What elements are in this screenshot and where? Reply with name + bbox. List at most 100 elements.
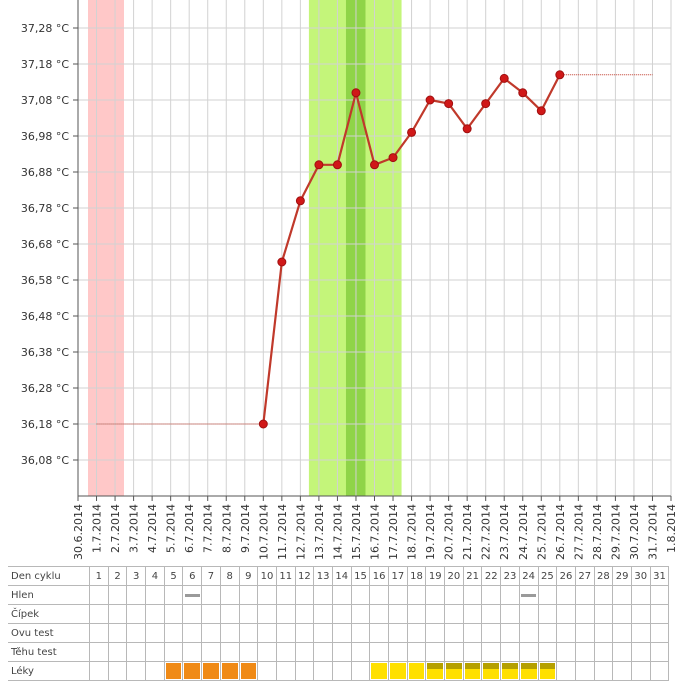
x-tick-label: 25.7.2014 (535, 504, 548, 560)
data-point (332, 160, 342, 170)
cycle-cell (219, 585, 240, 605)
cycle-cell (593, 661, 614, 681)
cycle-cell (612, 623, 632, 643)
cycle-row-label: Čípek (8, 604, 90, 624)
cycle-cell (350, 661, 371, 681)
cycle-cell (556, 623, 576, 643)
cycle-cell (649, 623, 670, 643)
cycle-cell (275, 604, 296, 624)
cycle-cell (444, 585, 464, 605)
x-tick-label: 1.8.2014 (665, 504, 678, 553)
cycle-cell (406, 585, 427, 605)
cycle-cell (201, 661, 221, 681)
cycle-cell (182, 661, 203, 681)
cycle-cell (107, 623, 128, 643)
y-tick-label: 37,28 °C (21, 22, 69, 35)
cycle-cell (107, 585, 128, 605)
x-tick-label: 12.7.2014 (294, 504, 307, 560)
cycle-cell: 13 (313, 566, 333, 586)
cycle-cell (89, 661, 109, 681)
cycle-cell (313, 661, 333, 681)
cycle-cell: 2 (107, 566, 128, 586)
cycle-cell (294, 604, 315, 624)
cycle-cell (369, 623, 389, 643)
cycle-cell: 8 (219, 566, 240, 586)
cycle-cell (219, 604, 240, 624)
y-tick-label: 37,18 °C (21, 58, 69, 71)
cycle-cell (388, 623, 408, 643)
data-point (314, 160, 324, 170)
cycle-row-label: Ovu test (8, 623, 90, 643)
cycle-cell (500, 623, 520, 643)
cycle-cell: 5 (163, 566, 184, 586)
cycle-cell (518, 661, 539, 681)
x-tick-label: 6.7.2014 (183, 504, 196, 553)
x-tick-label: 21.7.2014 (461, 504, 474, 560)
medication-marker (520, 663, 537, 679)
cycle-cell (313, 623, 333, 643)
x-tick-label: 15.7.2014 (350, 504, 363, 560)
cycle-cell: 12 (294, 566, 315, 586)
cycle-cell (574, 623, 595, 643)
cycle-cell (630, 642, 651, 662)
x-tick-label: 10.7.2014 (257, 504, 270, 560)
cycle-row: Těhu test (8, 642, 670, 662)
cycle-cell (612, 585, 632, 605)
x-tick-label: 5.7.2014 (165, 504, 178, 553)
cycle-cell (612, 642, 632, 662)
cycle-cell (444, 661, 464, 681)
cycle-cell (574, 642, 595, 662)
cycle-cell (406, 642, 427, 662)
cycle-cell (238, 623, 259, 643)
x-tick-label: 16.7.2014 (369, 504, 382, 560)
cycle-cell (388, 604, 408, 624)
cycle-cell (238, 585, 259, 605)
cycle-cell: 17 (388, 566, 408, 586)
cycle-cell: 24 (518, 566, 539, 586)
grid-lines (77, 0, 672, 496)
data-point (518, 88, 528, 98)
cycle-cell (331, 604, 352, 624)
cycle-cell (275, 585, 296, 605)
cycle-cell (388, 585, 408, 605)
x-tick-label: 19.7.2014 (424, 504, 437, 560)
cycle-cell (537, 604, 558, 624)
cycle-row-label: Den cyklu (8, 566, 90, 586)
x-tick-label: 20.7.2014 (443, 504, 456, 560)
y-tick-label: 36,68 °C (21, 238, 69, 251)
cycle-cell (574, 585, 595, 605)
x-tick-label: 14.7.2014 (331, 504, 344, 560)
cycle-cell (238, 604, 259, 624)
cycle-cell (574, 661, 595, 681)
cycle-cell (425, 623, 446, 643)
cycle-cell (89, 604, 109, 624)
cycle-cell (518, 623, 539, 643)
x-tick-label: 30.6.2014 (72, 504, 85, 560)
cycle-cell (238, 642, 259, 662)
cycle-cell: 1 (89, 566, 109, 586)
cycle-cell (163, 585, 184, 605)
cycle-cell (201, 623, 221, 643)
cycle-cell (350, 585, 371, 605)
cycle-cell: 20 (444, 566, 464, 586)
cycle-cell (145, 623, 165, 643)
cycle-cell (537, 661, 558, 681)
cycle-cell (145, 661, 165, 681)
x-tick-label: 17.7.2014 (387, 504, 400, 560)
cycle-cell (126, 661, 147, 681)
y-tick-labels: 37,28 °C 37,18 °C 37,08 °C 36,98 °C 36,88 °C… (21, 22, 78, 467)
cycle-cell (388, 661, 408, 681)
cycle-cell (350, 642, 371, 662)
cycle-cell (126, 604, 147, 624)
cycle-cell: 11 (275, 566, 296, 586)
x-tick-labels: 30.6.2014 1.7.2014 2.7.2014 3.7.2014 4.7.201… (72, 496, 678, 560)
cycle-cell (126, 623, 147, 643)
shaded-range (88, 0, 124, 496)
x-tick-label: 7.7.2014 (202, 504, 215, 553)
x-tick-label: 22.7.2014 (480, 504, 493, 560)
x-tick-label: 2.7.2014 (109, 504, 122, 553)
cycle-cell (630, 585, 651, 605)
cycle-cell (219, 642, 240, 662)
x-tick-label: 8.7.2014 (220, 504, 233, 553)
x-tick-label: 23.7.2014 (498, 504, 511, 560)
